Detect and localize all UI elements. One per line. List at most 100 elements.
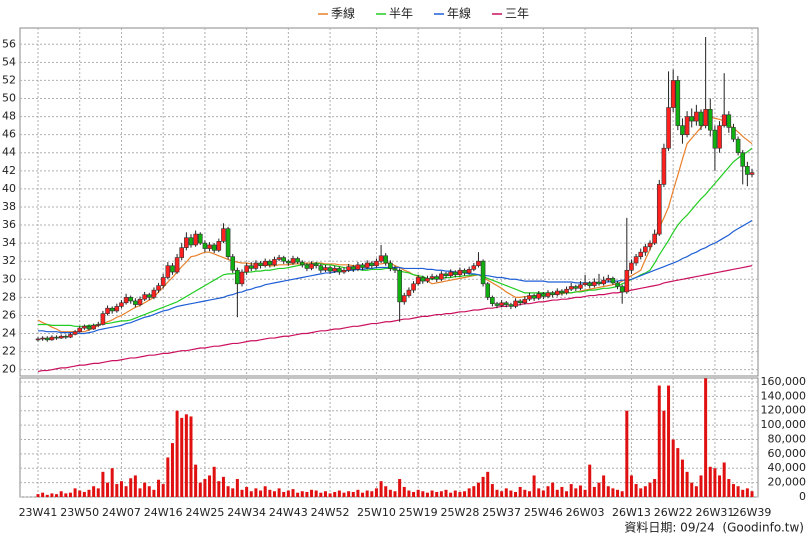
x-tick-label: 25W28 [440, 506, 479, 519]
candle-body [643, 246, 648, 253]
candle-body [494, 303, 500, 306]
volume-bar [588, 464, 592, 497]
legend-label: 半年 [389, 7, 413, 21]
volume-bar [347, 491, 351, 497]
candle-body [721, 114, 727, 126]
candle-body [207, 244, 212, 249]
candle-body [568, 286, 574, 290]
volume-bar [639, 488, 643, 497]
volume-bar [565, 491, 569, 497]
y-tick-label: 54 [2, 55, 16, 68]
candle-body [675, 80, 681, 126]
volume-bar [124, 486, 128, 497]
volume-bar [583, 489, 587, 497]
y-tick-label: 34 [2, 236, 16, 249]
candle-body [508, 304, 514, 307]
y-tick-label: 42 [2, 164, 16, 177]
volume-bar [208, 475, 212, 497]
volume-bar [235, 479, 239, 497]
volume-bar [166, 457, 170, 497]
candle-body [601, 279, 606, 285]
volume-bar [82, 491, 86, 497]
volume-bar [55, 494, 59, 497]
volume-bar [203, 479, 207, 497]
plot [35, 37, 755, 497]
candle-body [133, 300, 138, 305]
volume-bar [361, 492, 365, 497]
legend: 季線 半年 年線 三年 [318, 6, 529, 21]
candle-body [619, 286, 625, 293]
volume-bar [444, 489, 448, 497]
volume-bar [514, 491, 518, 497]
volume-bar [620, 491, 624, 497]
candle-body [281, 257, 287, 262]
volume-bar [453, 490, 457, 497]
volume-bar [500, 491, 504, 497]
volume-bar [328, 493, 332, 497]
ma-line [37, 115, 753, 333]
x-tick-label: 26W13 [612, 506, 651, 519]
candle-body [35, 338, 41, 341]
volume-bar [662, 410, 666, 497]
volume-bar [272, 491, 276, 497]
volume-bar [486, 471, 490, 497]
volume-bar [194, 464, 198, 497]
candle-body [221, 228, 226, 242]
candle-body [703, 109, 708, 126]
candle-body [550, 292, 555, 295]
candle-body [346, 266, 351, 271]
volume-bar [147, 486, 151, 497]
candle-body [225, 228, 231, 257]
footer: 資料日期: 09/24 (Goodinfo.tw) [624, 521, 804, 535]
volume-bar [653, 479, 657, 497]
candle-body [415, 277, 421, 285]
volume-bar [143, 482, 147, 497]
volume-bar [518, 486, 522, 497]
candle-body [554, 290, 560, 295]
candle-body [513, 300, 518, 307]
volume-bar [602, 475, 606, 497]
volume-bar [412, 491, 416, 497]
ma-line [37, 265, 753, 373]
candle-body [374, 260, 379, 267]
volume-bar [509, 490, 513, 497]
candle-body [536, 293, 542, 299]
volume-bar [745, 488, 749, 497]
candle-body [174, 257, 180, 273]
candle-body [466, 269, 472, 274]
x-tick-label: 25W37 [482, 506, 521, 519]
candle-body [86, 325, 92, 330]
y-tick-label: 24 [2, 327, 16, 340]
candle-body [82, 325, 87, 329]
candle-body [740, 152, 746, 167]
volume-bar [527, 491, 531, 497]
candle-body [276, 257, 282, 260]
volume-bar [184, 414, 188, 497]
candle-body [137, 298, 143, 305]
candle-body [735, 138, 741, 154]
volume-bar [611, 488, 615, 497]
y-tick-label: 44 [2, 146, 16, 159]
volume-bar [259, 490, 263, 497]
volume-bar [73, 488, 77, 497]
candle-body [629, 262, 634, 271]
candle-body [378, 255, 384, 262]
volume-bar [198, 482, 202, 497]
volume-bar [616, 489, 620, 497]
candle-body [411, 283, 416, 291]
candle-body [726, 114, 732, 128]
candle-body [309, 263, 314, 269]
candle-body [95, 324, 101, 326]
candle-body [184, 237, 189, 248]
candle-body [105, 307, 110, 314]
candle-body [383, 255, 389, 264]
candle-body [443, 273, 449, 276]
volume-tick-label: 20,000 [768, 476, 807, 489]
volume-bar [110, 468, 114, 497]
volume-bar [254, 488, 258, 497]
volume-bar [314, 490, 318, 497]
y-tick-label: 36 [2, 218, 16, 231]
volume-bar [648, 482, 652, 497]
candle-body [341, 269, 347, 273]
